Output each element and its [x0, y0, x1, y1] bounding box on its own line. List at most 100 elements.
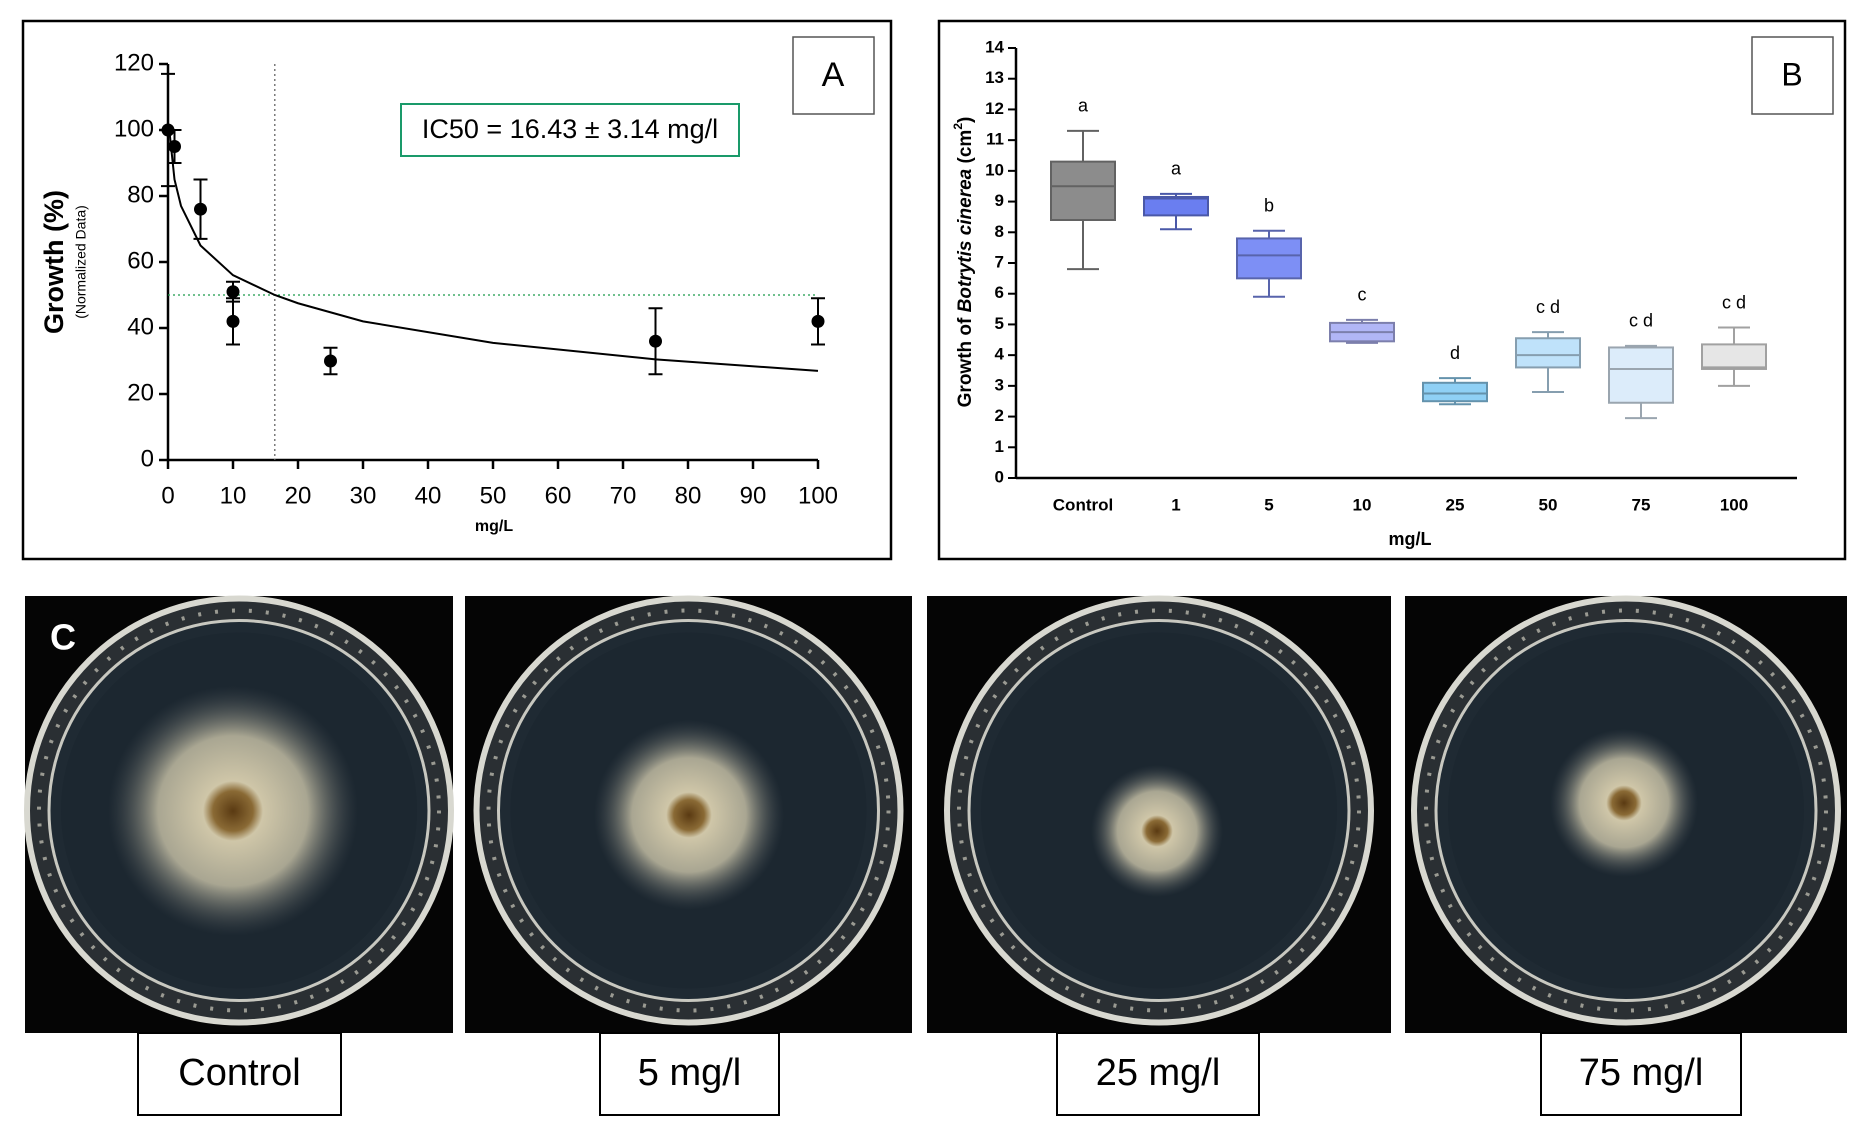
colony	[594, 720, 784, 910]
y-axis-label-part: )	[955, 117, 976, 123]
caption: 5 mg/l	[638, 1052, 741, 1094]
x-tick-label: 70	[610, 482, 637, 509]
x-tick-label: 1	[1171, 495, 1180, 514]
data-point	[226, 314, 240, 328]
y-tick-label: 1	[995, 437, 1004, 456]
panel-label: C	[50, 617, 76, 658]
box	[1050, 160, 1116, 221]
y-tick-label: 60	[127, 247, 154, 274]
petri-rim	[1424, 608, 1828, 1013]
y-axis-sublabel: (Normalized Data)	[73, 205, 89, 319]
y-tick-label: 6	[995, 283, 1004, 302]
caption-box	[599, 1032, 780, 1116]
x-tick-label: 50	[480, 482, 507, 509]
y-axis-label-part: Botrytis cinerea	[955, 168, 976, 312]
significance-letter: a	[1078, 96, 1089, 116]
x-axis-label: mg/L	[475, 518, 513, 535]
panel-b-frame	[937, 19, 1847, 561]
fit-curve	[168, 129, 819, 372]
colony	[108, 686, 358, 936]
significance-letter: d	[1450, 343, 1460, 363]
y-tick-label: 4	[995, 345, 1005, 364]
y-tick-label: 80	[127, 181, 154, 208]
data-point	[168, 140, 181, 153]
x-tick-label: 10	[220, 482, 247, 509]
y-axis-label-part: (cm	[955, 130, 976, 169]
panel-label-box	[792, 36, 875, 115]
caption: Control	[178, 1052, 301, 1094]
caption-box	[1056, 1032, 1260, 1116]
y-axis-label: Growth (%)	[39, 190, 69, 334]
y-tick-label: 100	[114, 115, 154, 142]
y-tick-label: 7	[995, 252, 1004, 271]
caption-box	[1540, 1032, 1742, 1116]
significance-letter: c d	[1629, 311, 1653, 331]
box	[1701, 343, 1767, 370]
x-tick-label: 80	[675, 482, 702, 509]
significance-letter: a	[1171, 159, 1182, 179]
colony	[1550, 729, 1698, 877]
significance-letter: c	[1358, 285, 1367, 305]
caption: 75 mg/l	[1579, 1052, 1704, 1094]
data-point	[649, 334, 662, 348]
data-point	[194, 202, 207, 216]
x-tick-label: 25	[1446, 495, 1465, 514]
x-tick-label: 5	[1264, 495, 1273, 514]
caption-box	[137, 1032, 342, 1116]
y-axis-label: Growth of Botrytis cinerea (cm2)	[951, 117, 976, 408]
colony	[1091, 765, 1223, 897]
x-tick-label: 100	[1720, 495, 1748, 514]
annotation: IC50 = 16.43 ± 3.14 mg/l	[422, 114, 718, 144]
y-axis-label-part: Growth of	[955, 312, 976, 407]
x-tick-label: 60	[545, 482, 572, 509]
y-tick-label: 20	[127, 379, 154, 406]
x-tick-label: 20	[285, 482, 312, 509]
y-tick-label: 8	[995, 222, 1004, 241]
box	[1236, 237, 1302, 280]
petri-rim	[486, 608, 891, 1013]
x-tick-label: Control	[1053, 495, 1113, 514]
box	[1422, 381, 1488, 403]
data-point	[811, 314, 825, 328]
petri-rim	[37, 608, 441, 1013]
panel-label-box	[1751, 36, 1834, 115]
data-point	[324, 354, 337, 368]
data-point	[226, 285, 240, 299]
box	[1608, 346, 1674, 404]
x-tick-label: 75	[1632, 495, 1651, 514]
x-axis-label: mg/L	[1389, 529, 1432, 549]
x-tick-label: 30	[350, 482, 377, 509]
x-tick-label: 50	[1539, 495, 1558, 514]
y-tick-label: 0	[995, 467, 1004, 486]
panel-label: A	[822, 56, 845, 94]
y-tick-label: 13	[985, 68, 1004, 87]
y-axis-label-part: 2	[951, 123, 965, 130]
y-tick-label: 14	[985, 37, 1004, 56]
y-tick-label: 5	[995, 314, 1004, 333]
x-tick-label: 90	[740, 482, 767, 509]
x-tick-label: 0	[161, 482, 174, 509]
x-tick-label: 10	[1353, 495, 1372, 514]
significance-letter: c d	[1722, 292, 1746, 312]
petri-rim	[957, 608, 1361, 1013]
y-tick-label: 11	[986, 130, 1004, 149]
caption: 25 mg/l	[1096, 1052, 1221, 1094]
box	[1515, 337, 1581, 369]
significance-letter: c d	[1536, 297, 1560, 317]
y-tick-label: 12	[985, 99, 1004, 118]
y-tick-label: 10	[985, 160, 1004, 179]
y-tick-label: 0	[141, 445, 154, 472]
box	[1143, 195, 1209, 217]
y-tick-label: 3	[995, 375, 1004, 394]
y-tick-label: 120	[114, 49, 154, 76]
panel-a-frame	[21, 19, 893, 561]
y-tick-label: 9	[995, 191, 1004, 210]
panel-label: B	[1781, 56, 1802, 92]
y-tick-label: 40	[127, 313, 154, 340]
x-tick-label: 40	[415, 482, 442, 509]
y-tick-label: 2	[995, 406, 1004, 425]
x-tick-label: 100	[798, 482, 838, 509]
significance-letter: b	[1264, 196, 1274, 216]
